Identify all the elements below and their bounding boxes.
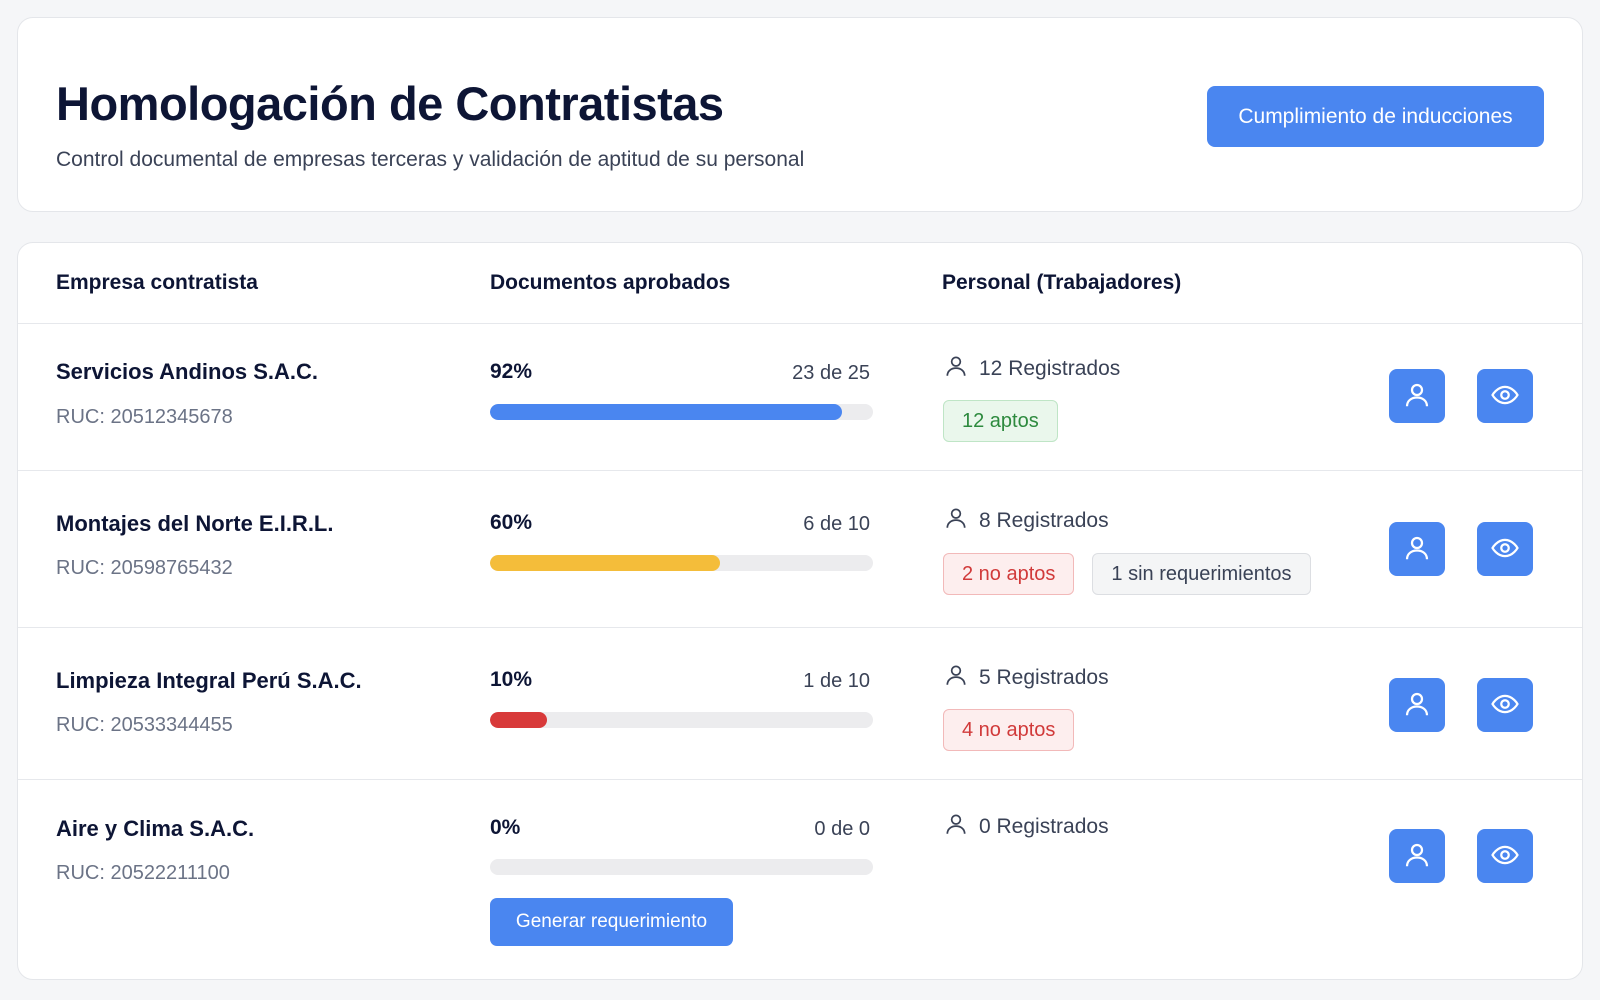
documents-percent: 92% xyxy=(490,360,533,383)
person-outline-icon xyxy=(943,662,969,694)
user-icon xyxy=(1402,380,1432,413)
view-details-button[interactable] xyxy=(1477,829,1533,883)
documents-count: 0 de 0 xyxy=(814,818,870,840)
eye-icon xyxy=(1490,533,1520,566)
column-header-staff: Personal (Trabajadores) xyxy=(942,271,1182,294)
view-details-button[interactable] xyxy=(1477,522,1533,576)
status-badges: 4 no aptos xyxy=(943,709,1075,751)
column-header-documents: Documentos aprobados xyxy=(490,271,731,294)
registered-label: 8 Registrados xyxy=(979,509,1109,532)
documents-percent: 10% xyxy=(490,668,533,691)
registered-count: 0 Registrados xyxy=(943,811,1109,843)
documents-progress-fill xyxy=(490,712,548,728)
registered-count: 5 Registrados xyxy=(943,662,1109,694)
view-workers-button[interactable] xyxy=(1389,829,1445,883)
company-ruc: RUC: 20522211100 xyxy=(56,862,230,884)
documents-percent: 60% xyxy=(490,511,533,534)
documents-progress-fill xyxy=(490,555,720,571)
status-badges: 12 aptos xyxy=(943,400,1058,442)
table-row: Servicios Andinos S.A.C. RUC: 2051234567… xyxy=(18,324,1582,471)
company-name: Aire y Clima S.A.C. xyxy=(56,816,255,841)
documents-count: 1 de 10 xyxy=(803,670,870,692)
generate-requirement-button[interactable]: Generar requerimiento xyxy=(490,898,733,946)
eye-icon xyxy=(1490,689,1520,722)
user-icon xyxy=(1402,689,1432,722)
table-row: Limpieza Integral Perú S.A.C. RUC: 20533… xyxy=(18,628,1582,780)
status-badge-red: 4 no aptos xyxy=(943,709,1075,751)
documents-progress-bar xyxy=(490,404,873,420)
column-header-company: Empresa contratista xyxy=(56,271,258,294)
documents-count: 23 de 25 xyxy=(792,362,870,384)
documents-progress-bar xyxy=(490,712,873,728)
registered-label: 12 Registrados xyxy=(979,357,1121,380)
view-workers-button[interactable] xyxy=(1389,369,1445,423)
company-ruc: RUC: 20533344455 xyxy=(56,714,233,736)
view-details-button[interactable] xyxy=(1477,678,1533,732)
view-details-button[interactable] xyxy=(1477,369,1533,423)
status-badge-gray: 1 sin requerimientos xyxy=(1092,553,1311,595)
person-outline-icon xyxy=(943,505,969,537)
view-workers-button[interactable] xyxy=(1389,522,1445,576)
view-workers-button[interactable] xyxy=(1389,678,1445,732)
person-outline-icon xyxy=(943,353,969,385)
registered-count: 12 Registrados xyxy=(943,353,1120,385)
person-outline-icon xyxy=(943,811,969,843)
eye-icon xyxy=(1490,380,1520,413)
company-ruc: RUC: 20512345678 xyxy=(56,406,233,428)
status-badge-red: 2 no aptos xyxy=(943,553,1075,595)
company-ruc: RUC: 20598765432 xyxy=(56,557,233,579)
user-icon xyxy=(1402,840,1432,873)
contractors-table: Empresa contratista Documentos aprobados… xyxy=(17,242,1583,980)
inductions-compliance-button[interactable]: Cumplimiento de inducciones xyxy=(1207,86,1544,147)
table-header: Empresa contratista Documentos aprobados… xyxy=(18,243,1582,324)
status-badges: 2 no aptos 1 sin requerimientos xyxy=(943,553,1311,595)
documents-progress-bar xyxy=(490,859,873,875)
header-card: Homologación de Contratistas Control doc… xyxy=(17,17,1583,212)
table-row: Montajes del Norte E.I.R.L. RUC: 2059876… xyxy=(18,471,1582,628)
company-name: Montajes del Norte E.I.R.L. xyxy=(56,511,334,536)
registered-label: 0 Registrados xyxy=(979,815,1109,838)
documents-count: 6 de 10 xyxy=(803,513,870,535)
company-name: Servicios Andinos S.A.C. xyxy=(56,359,319,384)
status-badge-green: 12 aptos xyxy=(943,400,1058,442)
eye-icon xyxy=(1490,840,1520,873)
company-name: Limpieza Integral Perú S.A.C. xyxy=(56,668,362,693)
documents-progress-bar xyxy=(490,555,873,571)
documents-percent: 0% xyxy=(490,816,521,839)
registered-count: 8 Registrados xyxy=(943,505,1109,537)
page-title: Homologación de Contratistas xyxy=(56,77,724,130)
user-icon xyxy=(1402,533,1432,566)
page-subtitle: Control documental de empresas terceras … xyxy=(56,148,805,171)
documents-progress-fill xyxy=(490,404,843,420)
registered-label: 5 Registrados xyxy=(979,666,1109,689)
table-row: Aire y Clima S.A.C. RUC: 20522211100 0% … xyxy=(18,780,1582,979)
